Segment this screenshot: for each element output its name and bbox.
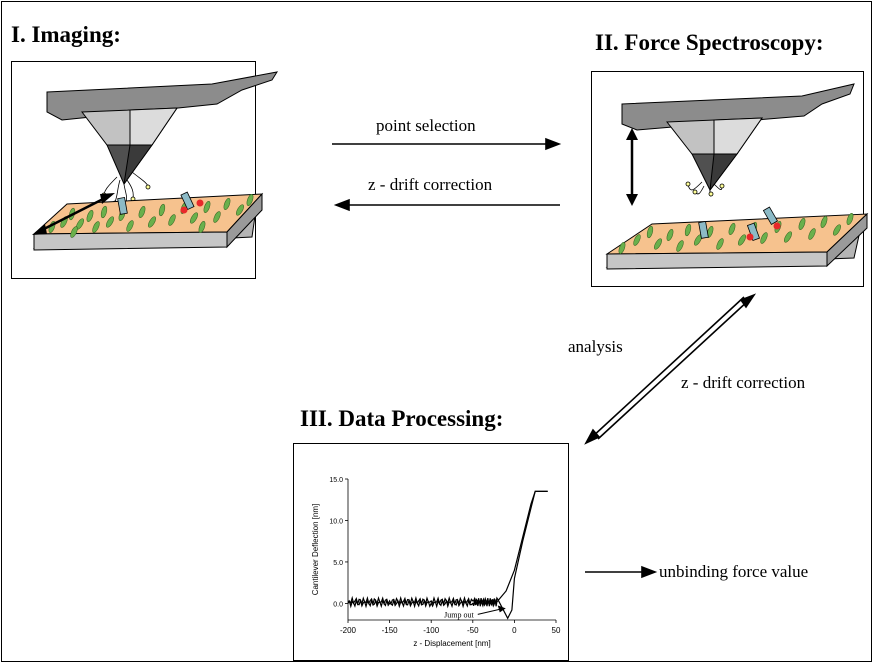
force-curve-chart: -200 -150 -100 -50 0 50 0.0 5.0 10.0 15.0 z - Disp…	[311, 477, 561, 648]
data-processing-title: III. Data Processing:	[300, 406, 504, 431]
imaging-title: I. Imaging:	[11, 22, 121, 47]
jump-out-annotation: Jump out	[444, 610, 474, 619]
imaging-illustration	[32, 71, 279, 251]
x-tick-label: -100	[423, 626, 440, 635]
unbinding-force-label: unbinding force value	[659, 562, 809, 581]
data-processing-panel: -200 -150 -100 -50 0 50 0.0 5.0 10.0 15.0 z - Disp…	[293, 443, 569, 661]
arrow-analysis	[590, 296, 745, 439]
force-curve-series-1	[347, 490, 548, 609]
force-curve-series-2	[347, 490, 548, 620]
z-drift-correction-label-diag: z - drift correction	[681, 373, 806, 392]
jump-out-arrowhead	[497, 605, 506, 613]
force-spectroscopy-title: II. Force Spectroscopy:	[595, 30, 824, 55]
x-tick-label: 50	[552, 626, 561, 635]
y-tick-label: 15.0	[329, 477, 343, 484]
point-selection-label: point selection	[376, 116, 476, 135]
y-tick-label: 0.0	[333, 601, 343, 608]
x-tick-label: -200	[340, 626, 357, 635]
x-tick-label: -50	[467, 626, 479, 635]
arrow-z-drift-correction-diag	[597, 299, 750, 440]
x-tick-label: -150	[382, 626, 399, 635]
force-spectroscopy-illustration	[605, 83, 869, 270]
x-tick-label: 0	[512, 626, 517, 635]
z-drift-correction-label-top: z - drift correction	[368, 175, 493, 194]
y-tick-label: 5.0	[333, 560, 343, 567]
force-spectroscopy-panel	[591, 71, 869, 287]
y-axis-label: Cantilever Deflection [nm]	[311, 504, 320, 596]
imaging-panel	[11, 61, 279, 279]
analysis-label: analysis	[568, 337, 623, 356]
x-axis-label: z - Displacement [nm]	[413, 639, 490, 648]
y-tick-label: 10.0	[329, 518, 343, 525]
